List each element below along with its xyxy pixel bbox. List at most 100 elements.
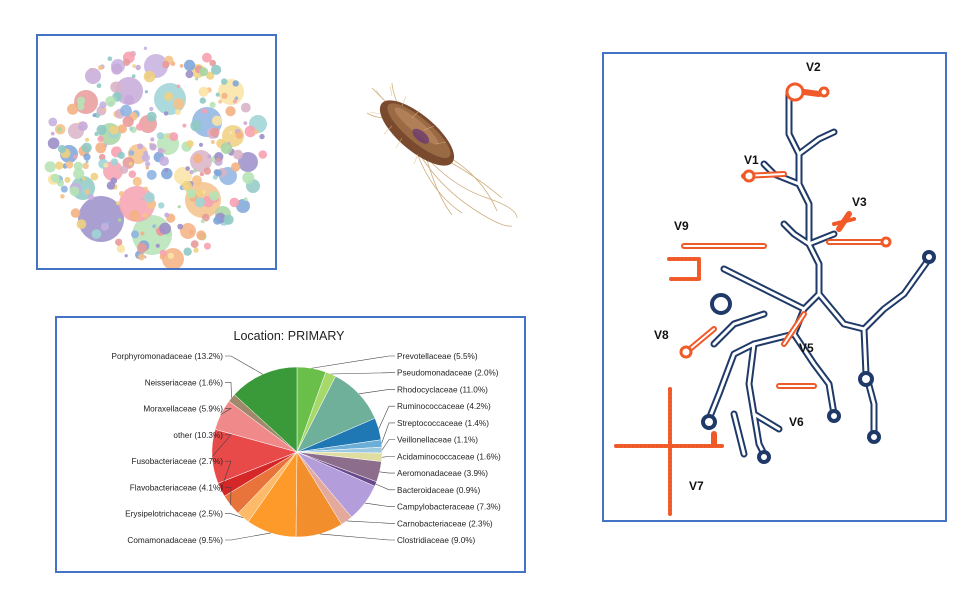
bubble bbox=[47, 137, 60, 150]
bubble bbox=[82, 176, 86, 181]
pie-leader-line bbox=[375, 483, 395, 491]
bubble bbox=[129, 210, 141, 222]
bubble bbox=[143, 70, 156, 83]
bubble bbox=[242, 171, 255, 184]
bubble bbox=[259, 133, 265, 140]
bubble bbox=[155, 243, 160, 248]
bubble bbox=[164, 212, 170, 218]
bubble bbox=[131, 230, 139, 239]
bubble bbox=[187, 189, 197, 199]
pie-leader-line bbox=[381, 456, 395, 458]
bubble bbox=[161, 149, 166, 153]
bubble bbox=[220, 142, 233, 154]
bubble bbox=[215, 92, 220, 97]
bubble bbox=[85, 160, 89, 164]
bubble bbox=[141, 153, 150, 162]
bubble bbox=[103, 162, 109, 168]
bubble bbox=[161, 167, 173, 180]
bubble bbox=[179, 64, 184, 68]
bubble bbox=[142, 212, 149, 219]
bubble bbox=[196, 230, 207, 241]
pie-leader-line bbox=[346, 520, 395, 524]
bubble bbox=[211, 64, 222, 75]
bubble bbox=[64, 176, 71, 183]
bubble bbox=[146, 169, 157, 180]
bubble bbox=[128, 150, 135, 156]
bubble bbox=[211, 115, 223, 127]
bubble bbox=[209, 191, 219, 201]
bubble bbox=[69, 186, 80, 197]
pie-leader-line bbox=[220, 460, 232, 490]
bubble bbox=[200, 219, 205, 224]
region-label-v1: V1 bbox=[744, 153, 759, 167]
bubble bbox=[183, 247, 192, 256]
bubble bbox=[218, 99, 223, 104]
pie-slice-label: Comamonadaceae (9.5%) bbox=[127, 536, 223, 545]
region-label-v9: V9 bbox=[674, 219, 689, 233]
bubble bbox=[70, 208, 81, 218]
bubble bbox=[115, 77, 143, 105]
bubble bbox=[89, 68, 93, 72]
pie-leader-line bbox=[379, 471, 395, 474]
bubble bbox=[184, 59, 196, 71]
pie-leader-line bbox=[225, 487, 232, 506]
bubble bbox=[99, 101, 107, 109]
bubble bbox=[227, 141, 231, 145]
bubble bbox=[124, 122, 128, 126]
bubble bbox=[144, 90, 148, 94]
bubble bbox=[57, 144, 67, 154]
bubble bbox=[165, 135, 169, 139]
bubble bbox=[202, 52, 212, 63]
bubble bbox=[96, 83, 102, 89]
pie-leader-line bbox=[381, 439, 395, 451]
bubble bbox=[73, 154, 78, 159]
bubble bbox=[78, 121, 88, 131]
bubble bbox=[115, 238, 123, 246]
pie-leader-line bbox=[381, 422, 395, 444]
bubble bbox=[81, 142, 92, 153]
bubble bbox=[106, 181, 116, 190]
bubble bbox=[210, 127, 220, 137]
bubble bbox=[67, 103, 79, 115]
bubble bbox=[196, 189, 204, 197]
bubble bbox=[132, 176, 142, 187]
pie-leader-line bbox=[220, 408, 233, 415]
bubble bbox=[253, 129, 259, 135]
pie-leader-line bbox=[319, 533, 395, 541]
bubble bbox=[206, 71, 215, 80]
pie-chart-panel: Location: PRIMARY Prevotellaceae (5.5%) P… bbox=[55, 316, 526, 573]
bubble bbox=[223, 214, 234, 225]
bubble bbox=[140, 231, 145, 236]
bubble bbox=[109, 125, 119, 135]
bubble bbox=[107, 56, 113, 61]
bubble bbox=[83, 153, 91, 161]
bubble bbox=[85, 68, 101, 84]
bubble bbox=[203, 167, 211, 175]
bubble bbox=[225, 106, 236, 117]
bubble bbox=[44, 161, 56, 173]
pie-leader-line bbox=[225, 355, 263, 375]
bubble bbox=[238, 152, 258, 172]
bubble bbox=[110, 158, 119, 166]
bubble bbox=[229, 197, 240, 208]
bubble bbox=[122, 157, 135, 169]
bubble bbox=[95, 142, 107, 154]
bubble bbox=[135, 123, 144, 131]
bubble bbox=[169, 132, 179, 142]
bubble bbox=[149, 106, 154, 112]
bubble bbox=[97, 135, 104, 142]
bubble bbox=[87, 193, 94, 201]
bubble bbox=[216, 157, 221, 162]
bubble bbox=[100, 222, 109, 231]
bubble bbox=[189, 169, 194, 175]
bubble bbox=[84, 189, 90, 195]
bubble bbox=[221, 78, 228, 85]
bubble bbox=[229, 130, 233, 135]
bubble bbox=[243, 121, 248, 125]
bubble bbox=[232, 80, 239, 87]
bubble bbox=[119, 165, 129, 174]
bubble bbox=[128, 170, 137, 178]
pie-leader-line bbox=[330, 372, 395, 375]
bubble bbox=[78, 196, 124, 242]
bubble bbox=[186, 140, 194, 148]
